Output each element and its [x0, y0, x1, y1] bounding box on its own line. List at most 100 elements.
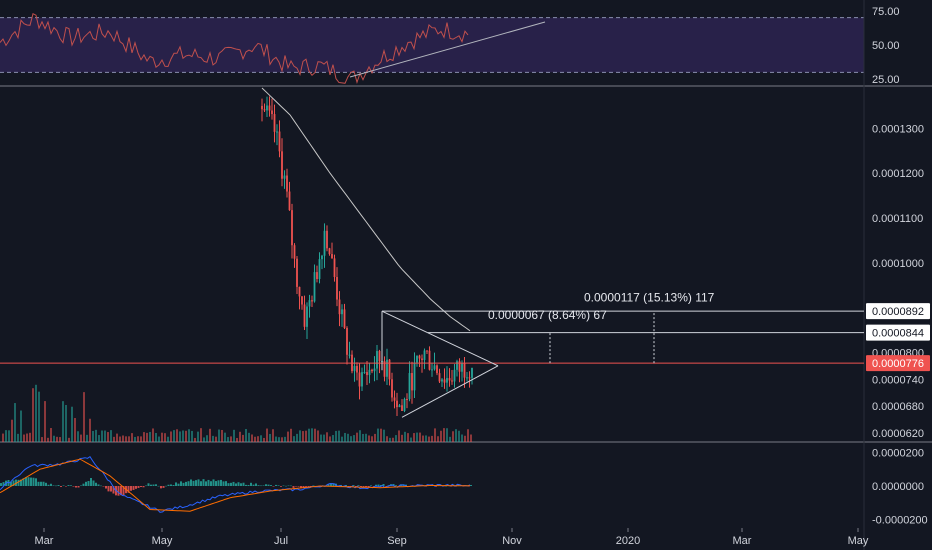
macd-histogram-bar — [395, 485, 397, 486]
candle-body — [291, 210, 293, 246]
volume-bar — [182, 430, 184, 442]
volume-bar — [134, 436, 136, 442]
time-tick-label: Jul — [274, 535, 288, 547]
volume-bar — [14, 403, 16, 442]
macd-histogram-bar — [290, 485, 292, 487]
candle-body — [443, 379, 446, 383]
macd-histogram-bar — [215, 481, 217, 486]
volume-bar — [200, 428, 202, 442]
volume-bar — [203, 437, 205, 442]
macd-histogram-bar — [42, 481, 45, 486]
macd-histogram-bar — [97, 484, 100, 486]
candle-body — [388, 359, 391, 380]
volume-bar — [287, 431, 289, 442]
macd-histogram-bar — [165, 485, 167, 487]
candle-body — [361, 372, 363, 387]
volume-bar — [323, 434, 325, 442]
volume-bar — [89, 418, 91, 442]
volume-bar — [302, 431, 304, 442]
price-tick-label: 0.0000680 — [872, 401, 924, 413]
volume-bar — [248, 432, 250, 442]
macd-axis[interactable]: 0.0000200 0.0000000 -0.0000200 — [872, 447, 928, 526]
volume-bar — [173, 430, 175, 442]
candle-body — [261, 105, 263, 110]
candle-body — [286, 175, 288, 192]
volume-bar — [389, 437, 391, 442]
macd-pane — [0, 456, 472, 513]
volume-bar — [140, 436, 142, 442]
volume-bar — [440, 430, 442, 442]
price-axis[interactable]: 0.0001300 0.0001200 0.0001100 0.0001000 0.00… — [866, 123, 930, 440]
candle-body — [273, 114, 276, 132]
volume-bar — [221, 429, 223, 442]
volume-bar — [314, 428, 316, 442]
macd-histogram-bar — [130, 486, 132, 491]
candlesticks — [261, 96, 473, 416]
macd-histogram-bar — [357, 485, 360, 486]
volume-bar — [44, 401, 46, 442]
rsi-tick-label: 25.00 — [872, 74, 900, 86]
macd-histogram-bar — [167, 484, 170, 486]
candle-body — [391, 379, 393, 398]
macd-histogram-bar — [105, 486, 107, 489]
macd-histogram-bar — [20, 479, 22, 486]
macd-histogram-bar — [352, 485, 355, 486]
volume-bar — [113, 436, 115, 442]
candle-body — [401, 405, 403, 411]
candle-body — [458, 361, 461, 372]
macd-histogram-bar — [235, 483, 237, 486]
macd-histogram-bar — [365, 486, 367, 487]
volume-bar — [245, 428, 247, 442]
macd-histogram-bar — [245, 484, 247, 486]
candle-body — [283, 175, 286, 179]
volume-bar — [458, 430, 460, 442]
volume-bar — [224, 432, 226, 442]
macd-histogram-bar — [10, 481, 12, 486]
macd-histogram-bar — [262, 485, 265, 486]
macd-histogram-bar — [267, 484, 270, 486]
volume-bar — [26, 433, 28, 442]
candle-body — [358, 372, 361, 387]
macd-histogram-bar — [327, 484, 330, 486]
macd-histogram-bar — [227, 483, 230, 486]
candle-body — [406, 399, 408, 401]
volume-bar — [401, 434, 403, 442]
volume-bar — [62, 401, 64, 442]
macd-histogram-bar — [137, 486, 140, 488]
volume-bar — [107, 432, 109, 442]
candle-body — [373, 368, 376, 372]
rsi-axis[interactable]: 75.00 50.00 25.00 — [872, 6, 900, 86]
macd-histogram-bar — [307, 486, 310, 487]
price-tick-label: 0.0001100 — [872, 213, 923, 225]
macd-histogram-bar — [170, 484, 172, 486]
candle-body — [296, 258, 298, 287]
candle-body — [433, 365, 436, 370]
volume-bar — [350, 436, 352, 442]
macd-histogram-bar — [117, 486, 120, 496]
volume-bar — [395, 435, 397, 442]
macd-histogram-bar — [455, 486, 457, 487]
macd-histogram-bar — [250, 482, 252, 486]
volume-bar — [155, 432, 157, 442]
rsi-trendline[interactable] — [349, 21, 546, 78]
macd-histogram-bar — [45, 482, 47, 486]
drawings[interactable]: 0.0000067 (8.64%) 67 0.0000117 (15.13%) 1… — [381, 290, 864, 418]
macd-histogram-bar — [310, 486, 312, 487]
volume-bar — [77, 431, 79, 442]
macd-histogram-bar — [17, 479, 20, 486]
time-axis[interactable]: Mar May Jul Sep Nov 2020 Mar May — [35, 528, 869, 547]
macd-histogram-bar — [110, 486, 112, 492]
volume-bar — [281, 437, 283, 442]
macd-histogram-bar — [132, 486, 135, 490]
macd-histogram-bar — [177, 483, 180, 486]
candle-body — [263, 109, 266, 111]
macd-histogram-bar — [377, 484, 380, 486]
volume-bar — [353, 435, 355, 442]
macd-tick-label: 0.0000000 — [872, 481, 924, 493]
candle-body — [453, 369, 456, 382]
volume-bar — [50, 428, 52, 442]
macd-histogram-bar — [385, 486, 387, 487]
candle-body — [441, 379, 443, 382]
volume-bar — [215, 436, 217, 442]
